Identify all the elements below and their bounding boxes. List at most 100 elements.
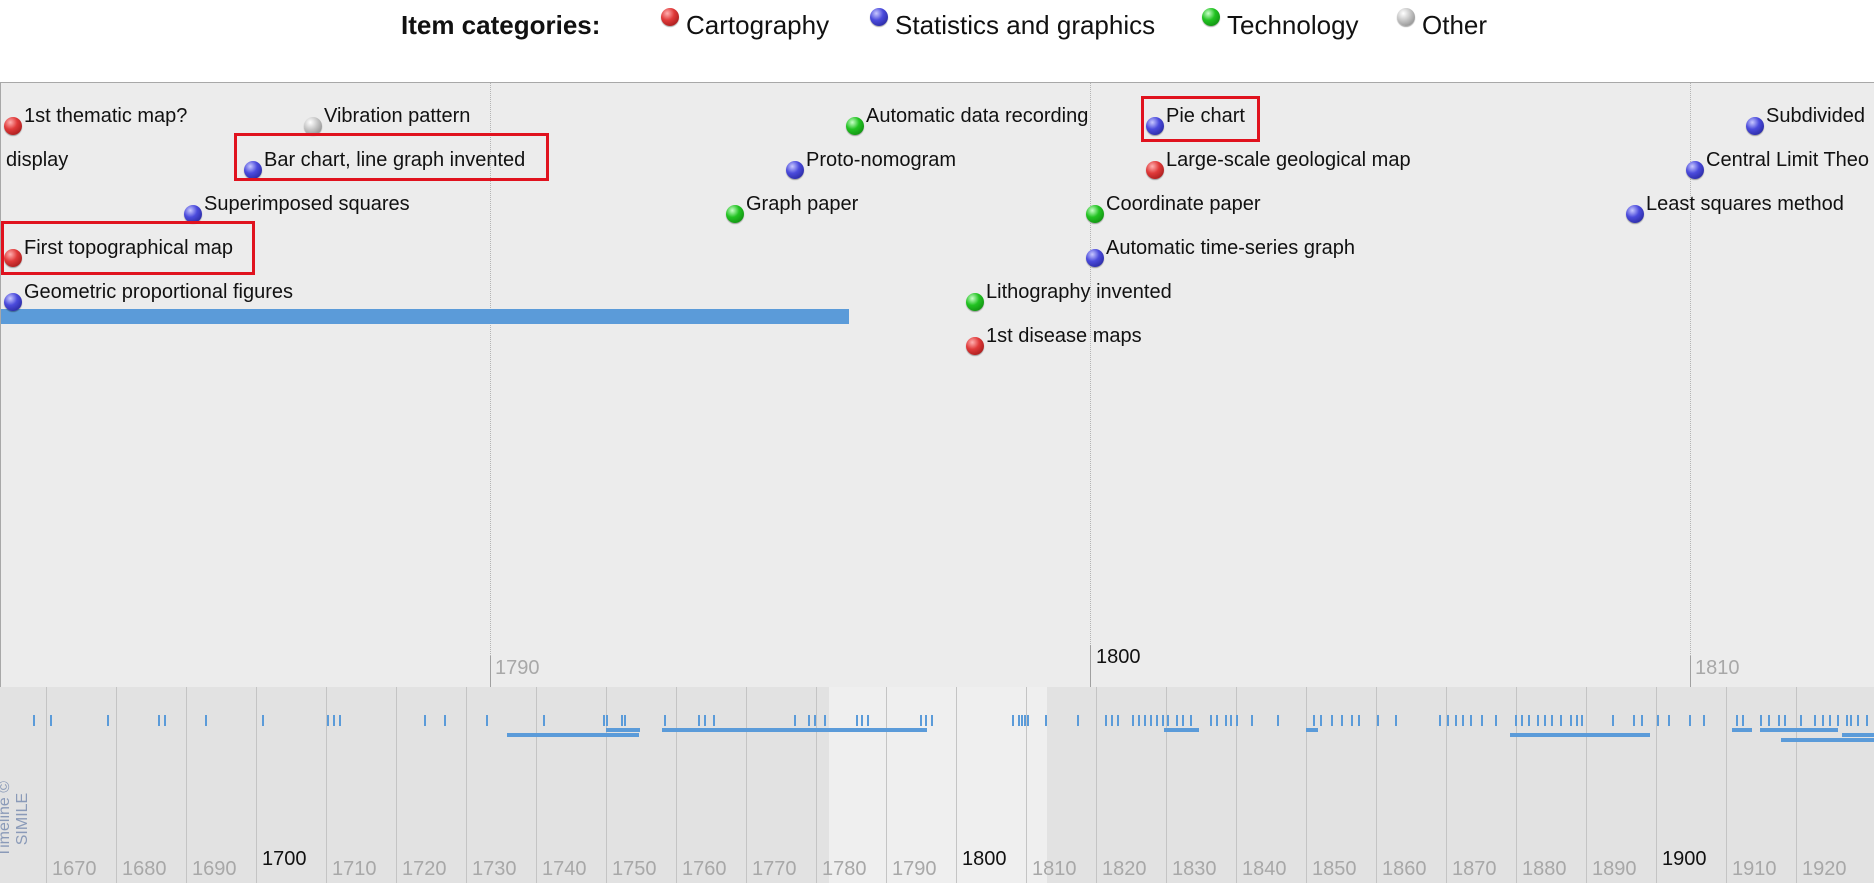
overview-event-tick	[1167, 715, 1169, 726]
overview-event-tick	[1742, 715, 1744, 726]
overview-gridline	[1586, 687, 1587, 883]
technology-event-icon[interactable]	[846, 117, 864, 135]
event-label[interactable]: Coordinate paper	[1106, 193, 1261, 215]
event-label[interactable]: Automatic data recording	[866, 105, 1089, 127]
overview-event-tick	[814, 715, 816, 726]
overview-event-tick	[1377, 715, 1379, 726]
event-label[interactable]: Subdivided	[1766, 105, 1865, 127]
overview-event-tick	[543, 715, 545, 726]
axis-label-1800: 1800	[1096, 646, 1141, 668]
overview-duration-bar	[1760, 728, 1838, 732]
visible-range-window[interactable]	[829, 687, 1047, 883]
event-label[interactable]: Vibration pattern	[324, 105, 471, 127]
event-label[interactable]: Least squares method	[1646, 193, 1844, 215]
overview-axis-label: 1740	[542, 858, 587, 880]
event-label[interactable]: 1st thematic map?	[24, 105, 188, 127]
overview-event-tick	[1439, 715, 1441, 726]
overview-event-tick	[1570, 715, 1572, 726]
event-label[interactable]: Large-scale geological map	[1166, 149, 1411, 171]
overview-event-tick	[1866, 715, 1868, 726]
timeline-main-band[interactable]: 1st thematic map? display Vibration patt…	[0, 82, 1874, 689]
overview-event-tick	[624, 715, 626, 726]
technology-event-icon[interactable]	[966, 293, 984, 311]
overview-axis-label: 1840	[1242, 858, 1287, 880]
technology-event-icon[interactable]	[726, 205, 744, 223]
event-label[interactable]: 1st disease maps	[986, 325, 1142, 347]
statistics-event-icon[interactable]	[244, 161, 262, 179]
statistics-event-icon[interactable]	[1086, 249, 1104, 267]
statistics-event-icon[interactable]	[4, 293, 22, 311]
overview-event-tick	[1462, 715, 1464, 726]
overview-event-tick	[1225, 715, 1227, 726]
timeline-overview-band[interactable]: 1670 1680 1690 1700 1710 1720 1730 1740 1750 1760…	[0, 687, 1874, 883]
overview-axis-label: 1820	[1102, 858, 1147, 880]
overview-axis-label: 1910	[1732, 858, 1777, 880]
event-label[interactable]: Geometric proportional figures	[24, 281, 294, 303]
other-event-icon[interactable]	[304, 117, 322, 135]
overview-event-tick	[856, 715, 858, 726]
year-marker	[1090, 645, 1091, 688]
overview-event-tick	[1144, 715, 1146, 726]
simile-credit: Timeline © SIMILE	[0, 781, 31, 858]
event-label[interactable]: Superimposed squares	[204, 193, 410, 215]
gridline	[1090, 83, 1091, 688]
overview-event-tick	[1251, 715, 1253, 726]
overview-event-tick	[1190, 715, 1192, 726]
overview-gridline	[1236, 687, 1237, 883]
overview-duration-bar	[606, 728, 640, 732]
statistics-event-icon[interactable]	[1146, 117, 1164, 135]
overview-axis-label: 1860	[1382, 858, 1427, 880]
overview-event-tick	[1633, 715, 1635, 726]
overview-axis-label: 1770	[752, 858, 797, 880]
overview-event-tick	[1351, 715, 1353, 726]
overview-event-tick	[1162, 715, 1164, 726]
overview-gridline	[326, 687, 327, 883]
event-label[interactable]: Automatic time-series graph	[1106, 237, 1355, 259]
event-label[interactable]: Pie chart	[1166, 105, 1245, 127]
event-label[interactable]: Graph paper	[746, 193, 859, 215]
overview-event-tick	[1331, 715, 1333, 726]
overview-event-tick	[486, 715, 488, 726]
statistics-event-icon[interactable]	[1626, 205, 1644, 223]
overview-event-tick	[1641, 715, 1643, 726]
technology-event-icon[interactable]	[1086, 205, 1104, 223]
overview-event-tick	[1470, 715, 1472, 726]
overview-event-tick	[107, 715, 109, 726]
overview-event-tick	[1012, 715, 1014, 726]
overview-gridline	[1376, 687, 1377, 883]
legend-item-cartography: Cartography	[686, 10, 830, 40]
overview-event-tick	[1829, 715, 1831, 726]
overview-gridline	[116, 687, 117, 883]
overview-event-tick	[1176, 715, 1178, 726]
event-label[interactable]: Lithography invented	[986, 281, 1172, 303]
cartography-event-icon[interactable]	[966, 337, 984, 355]
overview-event-tick	[339, 715, 341, 726]
overview-event-tick	[1045, 715, 1047, 726]
cartography-event-icon[interactable]	[4, 249, 22, 267]
overview-event-tick	[867, 715, 869, 726]
overview-axis-label: 1850	[1312, 858, 1357, 880]
cartography-event-icon[interactable]	[1146, 161, 1164, 179]
overview-gridline	[886, 687, 887, 883]
overview-event-tick	[333, 715, 335, 726]
overview-event-tick	[1544, 715, 1546, 726]
event-label[interactable]: Bar chart, line graph invented	[264, 149, 526, 171]
statistics-event-icon[interactable]	[786, 161, 804, 179]
overview-event-tick	[1077, 715, 1079, 726]
overview-event-tick	[1537, 715, 1539, 726]
overview-gridline	[1096, 687, 1097, 883]
event-label[interactable]: Proto-nomogram	[806, 149, 957, 171]
overview-event-tick	[205, 715, 207, 726]
overview-gridline	[1026, 687, 1027, 883]
event-label[interactable]: Central Limit Theo	[1706, 149, 1870, 171]
event-duration-bar[interactable]	[1, 309, 849, 324]
statistics-event-icon[interactable]	[184, 205, 202, 223]
statistics-event-icon[interactable]	[1686, 161, 1704, 179]
overview-event-tick	[1111, 715, 1113, 726]
event-label[interactable]: display	[6, 149, 69, 171]
statistics-event-icon[interactable]	[1746, 117, 1764, 135]
overview-gridline	[676, 687, 677, 883]
cartography-event-icon[interactable]	[4, 117, 22, 135]
overview-axis-label: 1870	[1452, 858, 1497, 880]
event-label[interactable]: First topographical map	[24, 237, 233, 259]
